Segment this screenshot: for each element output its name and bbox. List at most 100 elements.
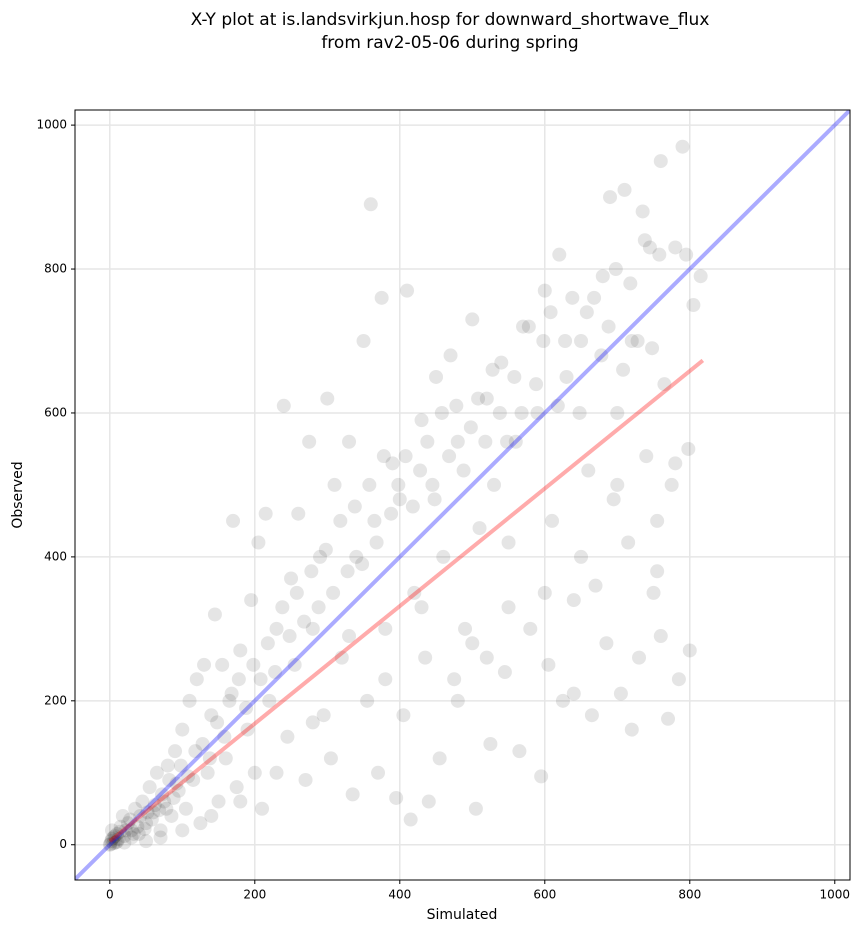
point — [311, 600, 326, 615]
point — [305, 715, 320, 730]
point — [326, 585, 341, 600]
point — [434, 405, 449, 420]
point — [126, 826, 141, 841]
point — [523, 621, 538, 636]
point — [374, 290, 389, 305]
point — [487, 477, 502, 492]
point — [182, 693, 197, 708]
point — [574, 549, 589, 564]
x-tick-label: 1000 — [820, 888, 851, 902]
point — [389, 790, 404, 805]
point — [313, 549, 328, 564]
point — [465, 312, 480, 327]
point — [536, 334, 551, 348]
point — [621, 535, 636, 550]
point — [594, 348, 609, 363]
point — [117, 835, 132, 850]
point — [565, 290, 580, 305]
point — [606, 492, 621, 507]
point — [559, 369, 574, 384]
point — [118, 823, 133, 838]
point — [333, 513, 348, 528]
point — [367, 513, 382, 528]
point — [632, 650, 647, 665]
point — [391, 477, 406, 492]
point — [160, 758, 175, 773]
point — [668, 240, 683, 255]
point — [601, 319, 616, 334]
point — [478, 434, 493, 449]
point — [500, 434, 515, 449]
point — [645, 341, 660, 356]
point — [197, 657, 212, 672]
y-tick-label: 400 — [44, 549, 67, 563]
point — [668, 456, 683, 471]
point — [181, 769, 196, 784]
point — [624, 334, 639, 348]
point — [360, 693, 375, 708]
point — [210, 715, 225, 730]
point — [247, 765, 262, 780]
point — [541, 657, 556, 672]
point — [356, 334, 371, 348]
point — [588, 578, 603, 593]
point — [550, 398, 565, 413]
point — [280, 729, 295, 744]
point — [178, 801, 193, 816]
y-tick-label: 1000 — [36, 118, 67, 132]
y-tick-label: 800 — [44, 262, 67, 276]
point — [342, 434, 357, 449]
point — [304, 564, 319, 579]
point — [244, 593, 259, 608]
point — [362, 477, 377, 492]
point — [171, 783, 186, 798]
point — [106, 836, 121, 851]
y-tick-label: 600 — [44, 405, 67, 419]
point — [555, 693, 570, 708]
point — [661, 711, 676, 726]
point — [110, 834, 125, 849]
point — [140, 805, 155, 820]
point — [173, 758, 188, 773]
point — [610, 405, 625, 420]
point — [147, 798, 162, 813]
point — [693, 269, 708, 284]
point — [142, 780, 157, 795]
point — [260, 636, 275, 651]
point — [378, 672, 393, 687]
point — [133, 808, 148, 823]
point — [566, 593, 581, 608]
point — [616, 362, 631, 377]
point — [492, 405, 507, 420]
point — [193, 816, 208, 831]
point — [537, 585, 552, 600]
point — [514, 405, 529, 420]
chart-title: from rav2-05-06 during spring — [321, 33, 578, 53]
point — [465, 636, 480, 651]
point — [153, 830, 168, 845]
point — [157, 794, 172, 809]
point — [137, 821, 152, 836]
plot-frame — [74, 109, 851, 881]
point — [334, 650, 349, 665]
point — [534, 769, 549, 784]
x-tick-label: 800 — [678, 888, 701, 902]
point — [202, 751, 217, 766]
point — [427, 492, 442, 507]
point — [297, 614, 312, 629]
point — [584, 708, 599, 723]
point — [229, 780, 244, 795]
fit-line — [108, 358, 705, 843]
plot-area — [75, 110, 850, 880]
point — [369, 535, 384, 550]
point — [111, 831, 126, 846]
point — [613, 686, 628, 701]
point — [175, 722, 190, 737]
point — [623, 276, 638, 291]
x-tick-label: 200 — [243, 888, 266, 902]
point — [471, 391, 486, 406]
point — [117, 829, 132, 844]
point — [298, 772, 313, 787]
point — [537, 283, 552, 298]
point — [414, 600, 429, 615]
